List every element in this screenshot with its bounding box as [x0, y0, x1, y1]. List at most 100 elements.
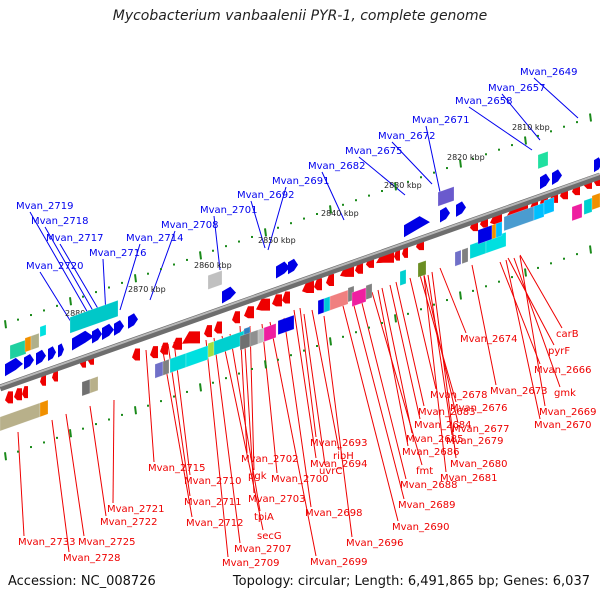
- forward-gene[interactable]: [552, 169, 562, 185]
- reverse-gene-label[interactable]: Mvan_2680: [450, 459, 507, 470]
- forward-gene-label[interactable]: Mvan_2692: [237, 190, 294, 201]
- forward-gene-label[interactable]: Mvan_2720: [26, 261, 83, 272]
- reverse-gene-label[interactable]: Mvan_2686: [402, 447, 459, 458]
- reverse-gene-label[interactable]: Mvan_2712: [186, 518, 243, 529]
- reverse-gene[interactable]: [326, 273, 334, 286]
- reverse-gene[interactable]: [314, 278, 322, 291]
- forward-gene-label[interactable]: Mvan_2691: [272, 176, 329, 187]
- forward-gene-label[interactable]: Mvan_2682: [308, 161, 365, 172]
- reverse-gene-label[interactable]: Mvan_2711: [184, 497, 241, 508]
- reverse-gene-label[interactable]: Mvan_2696: [346, 538, 403, 549]
- reverse-gene-label[interactable]: Mvan_2698: [305, 508, 362, 519]
- forward-gene[interactable]: [24, 353, 34, 370]
- forward-gene[interactable]: [102, 323, 114, 340]
- reverse-gene[interactable]: [172, 337, 182, 350]
- reverse-gene[interactable]: [40, 373, 46, 386]
- reverse-gene[interactable]: [355, 261, 363, 274]
- reverse-gene-label[interactable]: Mvan_2703: [248, 494, 305, 505]
- reverse-gene[interactable]: [256, 298, 270, 311]
- reverse-gene-label[interactable]: Mvan_2670: [534, 420, 591, 431]
- reverse-gene[interactable]: [52, 369, 58, 382]
- reverse-gene[interactable]: [214, 321, 222, 334]
- forward-gene[interactable]: [222, 286, 236, 304]
- forward-gene[interactable]: [5, 357, 23, 377]
- reverse-gene-label[interactable]: pyrF: [548, 346, 570, 357]
- forward-gene-label[interactable]: Mvan_2717: [46, 233, 103, 244]
- reverse-gene-label[interactable]: Mvan_2722: [100, 517, 157, 528]
- reverse-gene[interactable]: [282, 291, 290, 304]
- reverse-gene-label[interactable]: tpiA: [254, 512, 274, 523]
- reverse-gene[interactable]: [5, 391, 13, 404]
- reverse-gene-label[interactable]: Mvan_2690: [392, 522, 449, 533]
- reverse-gene-label[interactable]: Mvan_2710: [184, 476, 241, 487]
- reverse-gene[interactable]: [402, 245, 408, 258]
- forward-gene[interactable]: [276, 261, 290, 279]
- reverse-gene-label[interactable]: Mvan_2674: [460, 334, 517, 345]
- reverse-gene-label[interactable]: ribH: [333, 451, 354, 462]
- reverse-gene-label[interactable]: Mvan_2721: [107, 504, 164, 515]
- reverse-gene[interactable]: [232, 311, 240, 324]
- reverse-gene-label[interactable]: Mvan_2707: [234, 544, 291, 555]
- reverse-gene[interactable]: [302, 281, 314, 294]
- reverse-gene-label[interactable]: Mvan_2733: [18, 537, 75, 548]
- forward-gene[interactable]: [594, 157, 600, 173]
- reverse-gene-label[interactable]: carB: [556, 329, 579, 340]
- reverse-gene[interactable]: [394, 248, 400, 261]
- reverse-gene-label[interactable]: Mvan_2709: [222, 558, 279, 569]
- forward-gene[interactable]: [48, 346, 56, 362]
- forward-gene-label[interactable]: Mvan_2714: [126, 233, 183, 244]
- reverse-gene[interactable]: [340, 264, 354, 277]
- reverse-gene-label[interactable]: Mvan_2715: [148, 463, 205, 474]
- reverse-gene[interactable]: [490, 212, 502, 225]
- reverse-gene[interactable]: [272, 294, 282, 307]
- reverse-gene-label[interactable]: secG: [257, 531, 282, 542]
- forward-gene[interactable]: [92, 327, 102, 344]
- reverse-gene[interactable]: [182, 331, 200, 344]
- forward-gene-label[interactable]: Mvan_2657: [488, 83, 545, 94]
- forward-gene-label[interactable]: Mvan_2701: [200, 205, 257, 216]
- reverse-gene[interactable]: [14, 388, 22, 401]
- reverse-gene-label[interactable]: Mvan_2683: [418, 407, 475, 418]
- forward-gene-label[interactable]: Mvan_2675: [345, 146, 402, 157]
- reverse-gene-label[interactable]: Mvan_2666: [534, 365, 591, 376]
- reverse-gene-label[interactable]: Mvan_2693: [310, 438, 367, 449]
- forward-gene-label[interactable]: Mvan_2719: [16, 201, 73, 212]
- reverse-gene-label[interactable]: Mvan_2676: [450, 403, 507, 414]
- reverse-gene-label[interactable]: Mvan_2728: [63, 553, 120, 564]
- forward-gene[interactable]: [456, 201, 466, 217]
- reverse-gene[interactable]: [22, 386, 28, 399]
- reverse-gene-label[interactable]: Mvan_2673: [490, 386, 547, 397]
- reverse-gene-label[interactable]: Mvan_2678: [430, 390, 487, 401]
- reverse-gene-label[interactable]: Mvan_2679: [446, 436, 503, 447]
- forward-gene[interactable]: [128, 313, 138, 329]
- reverse-gene[interactable]: [150, 346, 158, 359]
- reverse-gene-label[interactable]: Mvan_2677: [452, 424, 509, 435]
- forward-gene[interactable]: [404, 216, 430, 238]
- reverse-gene-label[interactable]: Mvan_2699: [310, 557, 367, 568]
- reverse-gene-label[interactable]: uvrC: [319, 466, 342, 477]
- reverse-gene[interactable]: [204, 325, 212, 338]
- reverse-gene-label[interactable]: Mvan_2684: [414, 420, 471, 431]
- forward-gene-label[interactable]: Mvan_2716: [89, 248, 146, 259]
- reverse-gene-label[interactable]: Mvan_2702: [241, 454, 298, 465]
- forward-gene[interactable]: [36, 349, 46, 366]
- forward-gene[interactable]: [540, 173, 550, 190]
- reverse-gene-label[interactable]: fmt: [416, 466, 433, 477]
- reverse-gene-label[interactable]: Mvan_2681: [440, 473, 497, 484]
- forward-gene-label[interactable]: Mvan_2718: [31, 216, 88, 227]
- forward-gene[interactable]: [440, 207, 450, 223]
- forward-gene-label[interactable]: Mvan_2658: [455, 96, 512, 107]
- reverse-gene[interactable]: [132, 348, 140, 361]
- reverse-gene-label[interactable]: Mvan_2689: [398, 500, 455, 511]
- reverse-gene-label[interactable]: Mvan_2694: [310, 459, 367, 470]
- forward-gene[interactable]: [72, 330, 94, 351]
- reverse-gene-label[interactable]: Mvan_2669: [539, 407, 596, 418]
- forward-gene-label[interactable]: Mvan_2708: [161, 220, 218, 231]
- forward-gene-label[interactable]: Mvan_2671: [412, 115, 469, 126]
- forward-gene[interactable]: [114, 320, 124, 336]
- reverse-gene-label[interactable]: Mvan_2688: [400, 480, 457, 491]
- forward-gene-label[interactable]: Mvan_2672: [378, 131, 435, 142]
- forward-gene-label[interactable]: Mvan_2649: [520, 67, 577, 78]
- reverse-gene-label[interactable]: Mvan_2685: [406, 434, 463, 445]
- reverse-gene[interactable]: [244, 306, 254, 319]
